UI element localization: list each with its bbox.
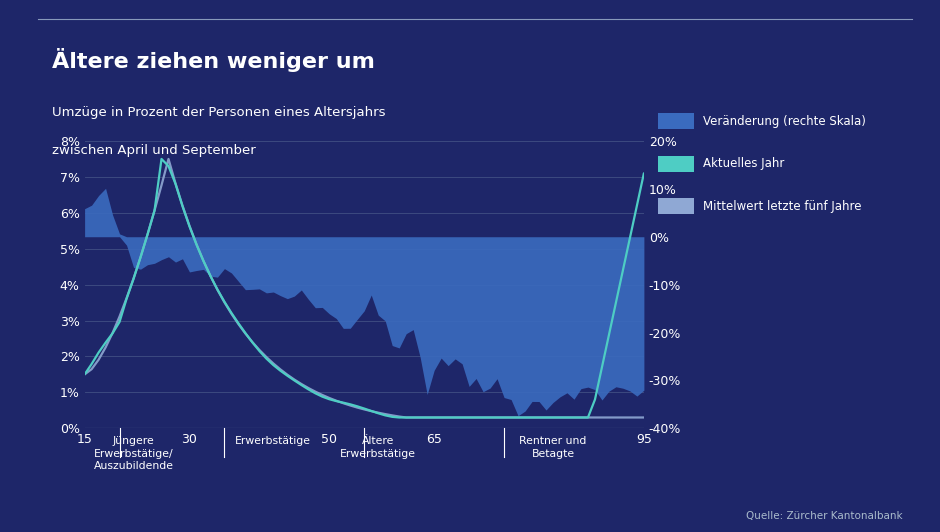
Text: Umzüge in Prozent der Personen eines Altersjahrs: Umzüge in Prozent der Personen eines Alt… bbox=[52, 106, 385, 119]
Text: Erwerbstätige: Erwerbstätige bbox=[235, 436, 311, 446]
Text: Veränderung (rechte Skala): Veränderung (rechte Skala) bbox=[703, 115, 866, 128]
Text: Rentner und
Betagte: Rentner und Betagte bbox=[519, 436, 587, 459]
Text: Ältere
Erwerbstätige: Ältere Erwerbstätige bbox=[340, 436, 416, 459]
Text: Aktuelles Jahr: Aktuelles Jahr bbox=[703, 157, 785, 170]
Text: Ältere ziehen weniger um: Ältere ziehen weniger um bbox=[52, 48, 374, 72]
Text: zwischen April und September: zwischen April und September bbox=[52, 144, 256, 156]
Text: Mittelwert letzte fünf Jahre: Mittelwert letzte fünf Jahre bbox=[703, 200, 862, 213]
Text: Jüngere
Erwerbstätige/
Auszubildende: Jüngere Erwerbstätige/ Auszubildende bbox=[94, 436, 174, 471]
Text: Quelle: Zürcher Kantonalbank: Quelle: Zürcher Kantonalbank bbox=[745, 511, 902, 521]
